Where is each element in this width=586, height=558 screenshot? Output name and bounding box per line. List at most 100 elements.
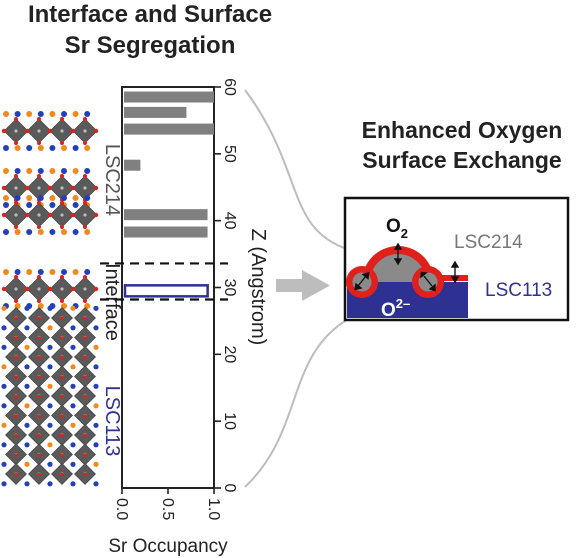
oxygen-atom bbox=[37, 201, 41, 205]
y-tick-label-2: 20 bbox=[221, 345, 238, 363]
oxygen-atom bbox=[60, 453, 64, 457]
a-site-atom bbox=[72, 202, 79, 208]
connector-curve-top bbox=[244, 89, 351, 251]
a-site-atom bbox=[72, 269, 79, 275]
a-site-atom bbox=[3, 195, 9, 201]
a-site-atom bbox=[47, 481, 53, 487]
region-label-lsc113: LSC113 bbox=[101, 386, 123, 457]
a-site-atom bbox=[70, 461, 76, 467]
oxygen-atom bbox=[83, 174, 87, 178]
a-site-atom bbox=[93, 305, 99, 311]
oxygen-atom bbox=[60, 433, 64, 438]
a-site-atom bbox=[93, 461, 99, 467]
oxygen-atom bbox=[83, 316, 87, 321]
bar-lsc214-3 bbox=[124, 159, 141, 171]
right-title: Enhanced Oxygen Surface Exchange bbox=[362, 117, 563, 173]
oxygen-atom bbox=[47, 128, 53, 134]
a-site-atom bbox=[24, 442, 30, 448]
a-site-atom bbox=[72, 195, 79, 201]
a-site-atom bbox=[14, 195, 21, 201]
a-site-atom bbox=[24, 325, 30, 331]
a-site-atom bbox=[70, 364, 76, 370]
a-site-atom bbox=[70, 305, 76, 311]
oxygen-atom bbox=[83, 225, 87, 229]
oxygen-atom bbox=[70, 212, 76, 218]
a-site-atom bbox=[1, 481, 7, 487]
x-axis-ticks: 0.0 0.5 1.0 bbox=[113, 488, 222, 520]
oxygen-atom bbox=[1, 212, 7, 218]
a-site-atom bbox=[1, 461, 7, 467]
left-title: Interface and Surface Sr Segregation bbox=[28, 1, 272, 59]
bar-lsc214-5 bbox=[124, 226, 208, 238]
oxygen-atom bbox=[37, 275, 41, 279]
a-site-atom bbox=[61, 303, 67, 309]
a-site-atom bbox=[1, 305, 7, 311]
oxygen-atom bbox=[14, 355, 18, 360]
a-site-atom bbox=[49, 269, 56, 275]
a-site-atom bbox=[93, 403, 99, 409]
oxygen-atom bbox=[37, 141, 41, 145]
oxygen-atom bbox=[60, 299, 64, 303]
a-site-atom bbox=[26, 111, 33, 117]
oxygen-atom bbox=[37, 316, 41, 321]
oxygen-atom bbox=[83, 394, 87, 399]
a-site-atom bbox=[84, 168, 91, 174]
x-tick-label-2: 1.0 bbox=[205, 498, 222, 520]
a-site-atom bbox=[1, 325, 7, 331]
b-site-atom bbox=[60, 186, 64, 190]
a-site-atom bbox=[70, 442, 76, 448]
a-site-atom bbox=[72, 111, 79, 117]
oxygen-atom bbox=[83, 453, 87, 457]
a-site-atom bbox=[93, 422, 99, 428]
oxygen-atom bbox=[37, 225, 41, 229]
a-site-atom bbox=[47, 364, 53, 370]
a-site-atom bbox=[3, 168, 9, 174]
a-site-atom bbox=[14, 168, 21, 174]
oxygen-atom bbox=[37, 453, 41, 457]
oxygen-atom bbox=[1, 128, 7, 134]
oxygen-atom bbox=[37, 336, 41, 340]
a-site-atom bbox=[26, 229, 33, 235]
chart-bars bbox=[123, 91, 214, 298]
b-site-atom bbox=[83, 213, 87, 217]
b-site-atom bbox=[83, 129, 87, 133]
a-site-atom bbox=[1, 344, 7, 350]
oxygen-atom bbox=[83, 275, 87, 279]
a-site-atom bbox=[70, 325, 76, 331]
a-site-atom bbox=[70, 344, 76, 350]
a-site-atom bbox=[47, 403, 53, 409]
oxygen-atom bbox=[37, 433, 41, 438]
y-tick-label-3: 30 bbox=[221, 279, 238, 297]
a-site-atom bbox=[84, 145, 91, 151]
oxygen-atom bbox=[14, 316, 18, 321]
oxygen-atom bbox=[93, 212, 99, 218]
a-site-atom bbox=[49, 229, 56, 235]
oxygen-atom bbox=[60, 117, 64, 121]
a-site-atom bbox=[24, 305, 30, 311]
oxygen-atom bbox=[37, 117, 41, 121]
a-site-atom bbox=[3, 145, 9, 151]
exchange-arrows bbox=[354, 242, 460, 292]
a-site-atom bbox=[72, 145, 79, 151]
oxygen-atom bbox=[14, 375, 18, 379]
oxygen-atom bbox=[83, 141, 87, 145]
a-site-atom bbox=[61, 229, 67, 235]
schematic-lsc113-label: LSC113 bbox=[485, 280, 552, 301]
lsc214-layer-2 bbox=[1, 195, 99, 235]
a-site-atom bbox=[24, 481, 30, 487]
a-site-atom bbox=[26, 168, 33, 174]
b-site-atom bbox=[37, 213, 41, 217]
oxygen-atom bbox=[37, 472, 41, 477]
oxide-ion-label: O2– bbox=[381, 296, 410, 321]
a-site-atom bbox=[1, 442, 7, 448]
oxygen-atom bbox=[60, 355, 64, 360]
a-site-atom bbox=[61, 195, 67, 201]
oxygen-atom bbox=[60, 394, 64, 399]
oxygen-atom bbox=[60, 275, 64, 279]
oxygen-atom bbox=[83, 433, 87, 438]
oxygen-atom bbox=[14, 336, 18, 340]
b-site-atom bbox=[37, 186, 41, 190]
oxygen-atom bbox=[60, 414, 64, 418]
left-title-line-2: Sr Segregation bbox=[65, 32, 236, 59]
